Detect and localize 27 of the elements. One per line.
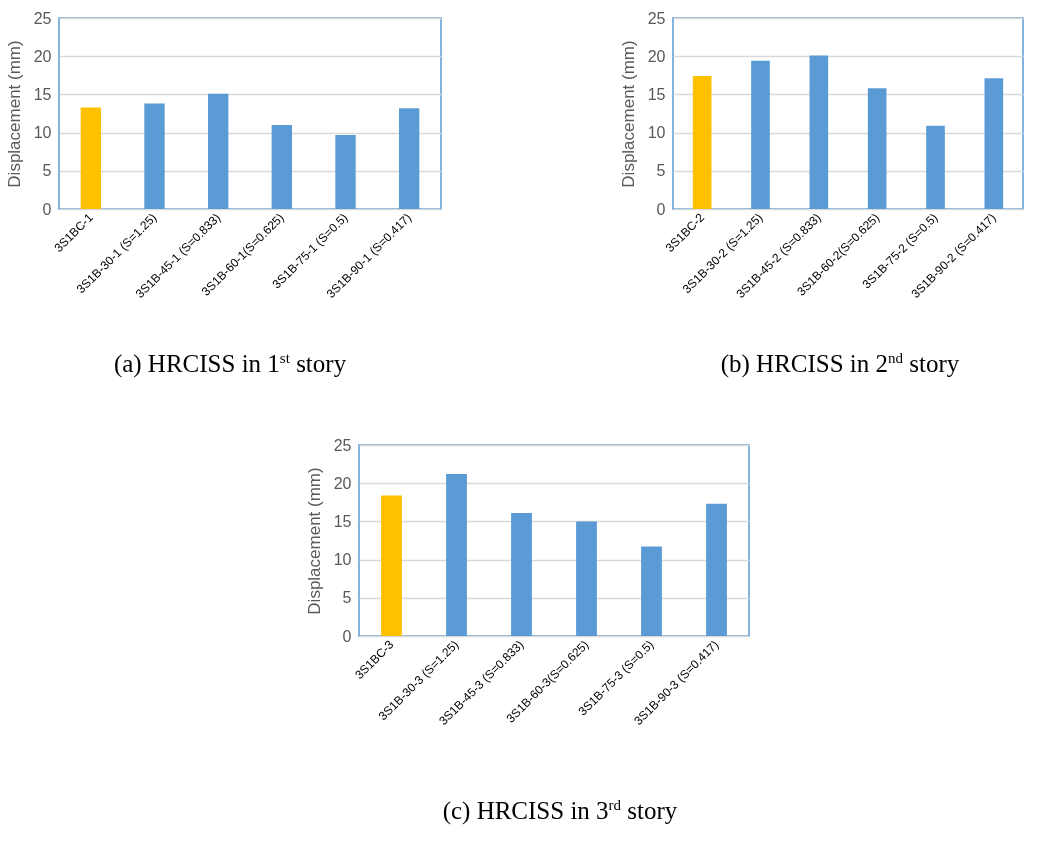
y-tick-label: 15 — [33, 85, 52, 103]
y-tick-label: 5 — [42, 162, 52, 180]
y-tick-label: 25 — [33, 9, 52, 27]
text: (a) HRCISS in 1$^{st}$ story — [113, 350, 347, 379]
y-tick-label: 10 — [647, 124, 666, 142]
y-tick-label: 25 — [333, 436, 352, 454]
bar — [381, 495, 402, 636]
y-tick-label: 0 — [656, 200, 666, 218]
y-tick-label: 20 — [333, 474, 352, 492]
y-tick-label: 0 — [342, 627, 352, 645]
y-tick-label: 5 — [342, 589, 352, 607]
bar — [80, 107, 102, 209]
y-tick-label: 15 — [333, 512, 352, 530]
y-tick-label: 20 — [33, 47, 52, 65]
text: (b) HRCISS in 2$^{nd}$ story — [720, 350, 960, 379]
y-axis-title: Displacement (mm) — [4, 40, 24, 188]
y-tick-label: 25 — [647, 9, 666, 27]
y-axis-title: Displacement (mm) — [618, 40, 638, 188]
y-tick-label: 15 — [647, 85, 666, 103]
text: (c) HRCISS in 3$^{rd}$ story — [442, 797, 678, 826]
y-tick-label: 5 — [656, 162, 666, 180]
bar — [692, 76, 712, 209]
y-tick-label: 20 — [647, 47, 666, 65]
y-tick-label: 10 — [333, 551, 352, 569]
y-axis-title: Displacement (mm) — [304, 467, 324, 615]
y-tick-label: 0 — [42, 200, 52, 218]
y-tick-label: 10 — [33, 124, 52, 142]
